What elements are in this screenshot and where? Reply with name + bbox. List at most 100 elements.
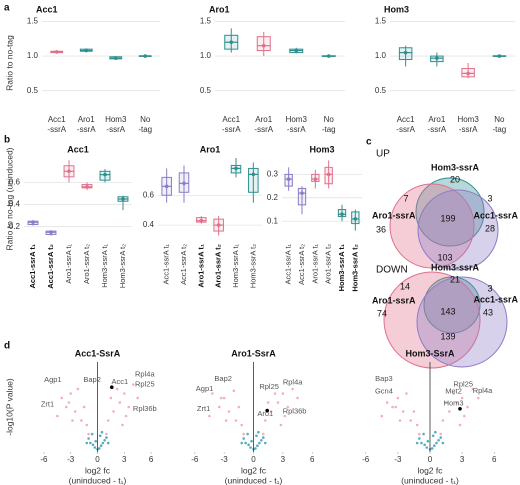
annotation: Rpl4a xyxy=(283,378,303,387)
point xyxy=(255,434,258,438)
point xyxy=(90,432,94,436)
y-tick-label: 0.2 xyxy=(9,222,21,231)
point xyxy=(420,441,423,445)
annotation: Met2 xyxy=(445,387,462,396)
point xyxy=(405,392,408,395)
point xyxy=(246,432,249,436)
y-tick-label: 0.6 xyxy=(143,190,155,199)
point xyxy=(199,218,204,223)
x-tick-label: Aro1-ssrA t₂ xyxy=(214,244,223,288)
y-tick-label: 0.5 xyxy=(375,86,387,95)
x-tick-label: Aro1-ssrA t₂ xyxy=(324,244,333,284)
box xyxy=(248,167,259,193)
point xyxy=(444,401,448,404)
annotation: Zrt1 xyxy=(197,404,210,413)
point xyxy=(257,430,260,434)
point xyxy=(276,401,280,404)
point xyxy=(242,437,246,440)
x-tick-label-part: Hom3 xyxy=(105,115,127,124)
chart-title: Hom3-SsrA xyxy=(405,348,455,358)
point xyxy=(76,387,80,391)
chart-title: Acc1 xyxy=(36,4,58,14)
point xyxy=(143,54,148,58)
annotation: Rpl4a xyxy=(473,386,493,395)
x-tick-label: -6 xyxy=(191,455,199,464)
point xyxy=(422,432,425,436)
annotation: Rpl4a xyxy=(135,370,155,379)
venn-count: 139 xyxy=(440,331,455,341)
point xyxy=(283,414,287,418)
point xyxy=(460,396,464,400)
venn-set xyxy=(416,276,508,368)
x-tick-label: Acc1-ssrA t₂ xyxy=(179,244,188,285)
point xyxy=(466,71,470,76)
x-tick-label-part: Acc1 xyxy=(48,115,66,124)
x-tick-label-part: No xyxy=(494,115,505,124)
venn-set xyxy=(417,189,499,271)
x-tick-label: Acc1-ssrA t₁ xyxy=(162,244,171,285)
chart-title: Hom3 xyxy=(309,144,334,154)
venn-count: 14 xyxy=(400,281,410,291)
point xyxy=(435,441,438,445)
x-tick-label: 3 xyxy=(281,455,286,464)
venn-count: 74 xyxy=(377,308,387,318)
point xyxy=(415,423,419,427)
point xyxy=(260,439,263,442)
point xyxy=(254,447,257,450)
point xyxy=(211,392,214,395)
y-tick-label: 0.1 xyxy=(267,216,279,225)
x-tick-label-part: -ssrA xyxy=(287,125,306,134)
point xyxy=(417,432,421,436)
x-tick-label: 6 xyxy=(149,455,154,464)
annotation: Bap3 xyxy=(375,374,393,383)
chart-title: Aro1 xyxy=(209,4,230,14)
annotation: Agp1 xyxy=(44,375,62,384)
point xyxy=(401,410,405,413)
point xyxy=(286,405,290,409)
point xyxy=(98,434,102,438)
highlight-point xyxy=(265,408,270,413)
x-tick-label-part: -ssrA xyxy=(428,125,447,134)
venn-count: 143 xyxy=(440,306,455,316)
x-tick-label-part: -ssrA xyxy=(254,125,273,134)
x-tick-label: Hom3 -ssrA xyxy=(457,115,479,134)
x-tick-label: Aro1-ssrA t₁ xyxy=(310,244,319,284)
chart-title: Aro1-SsrA xyxy=(231,348,276,358)
point xyxy=(237,405,241,409)
x-tick-label-part: -tag xyxy=(322,125,336,134)
annotation: Bap2 xyxy=(83,375,101,384)
point xyxy=(261,436,265,439)
x-tick-label-part: Aro1 xyxy=(78,115,95,124)
x-tick-label: Hom3 -ssrA xyxy=(105,115,127,134)
x-tick-label: -3 xyxy=(394,455,402,464)
y-tick-label: 0.4 xyxy=(9,200,21,209)
point xyxy=(91,443,95,447)
point xyxy=(391,405,394,409)
x-tick-label: Aro1-ssrA t₂ xyxy=(82,244,91,284)
x-tick-label: Aro1 -ssrA xyxy=(77,115,96,134)
point xyxy=(261,43,266,48)
annotation: Bap2 xyxy=(214,374,232,383)
point xyxy=(380,414,384,418)
venn-set-name: Hom3-ssrA xyxy=(431,262,480,272)
venn-count: 21 xyxy=(450,274,460,284)
point xyxy=(85,423,89,427)
x-tick-label: Hom3-ssrA t₂ xyxy=(248,244,257,288)
x-tick-label-part: Acc1 xyxy=(397,115,415,124)
venn-count: 3 xyxy=(487,193,492,203)
x-axis-label: (uninduced - t₁) xyxy=(401,475,459,485)
point xyxy=(89,441,92,445)
point xyxy=(124,414,128,418)
x-tick-label-part: -ssrA xyxy=(459,125,478,134)
panel-label: c xyxy=(366,137,372,148)
venn-label: UP xyxy=(376,149,390,160)
y-tick-label: 1.0 xyxy=(27,51,39,60)
annotation: Rpl25 xyxy=(259,382,279,391)
point xyxy=(263,419,267,422)
point xyxy=(82,405,86,409)
point xyxy=(229,40,234,45)
x-tick-label: Acc1 -ssrA xyxy=(222,115,241,134)
point xyxy=(471,387,475,391)
x-tick-label: -6 xyxy=(40,455,48,464)
